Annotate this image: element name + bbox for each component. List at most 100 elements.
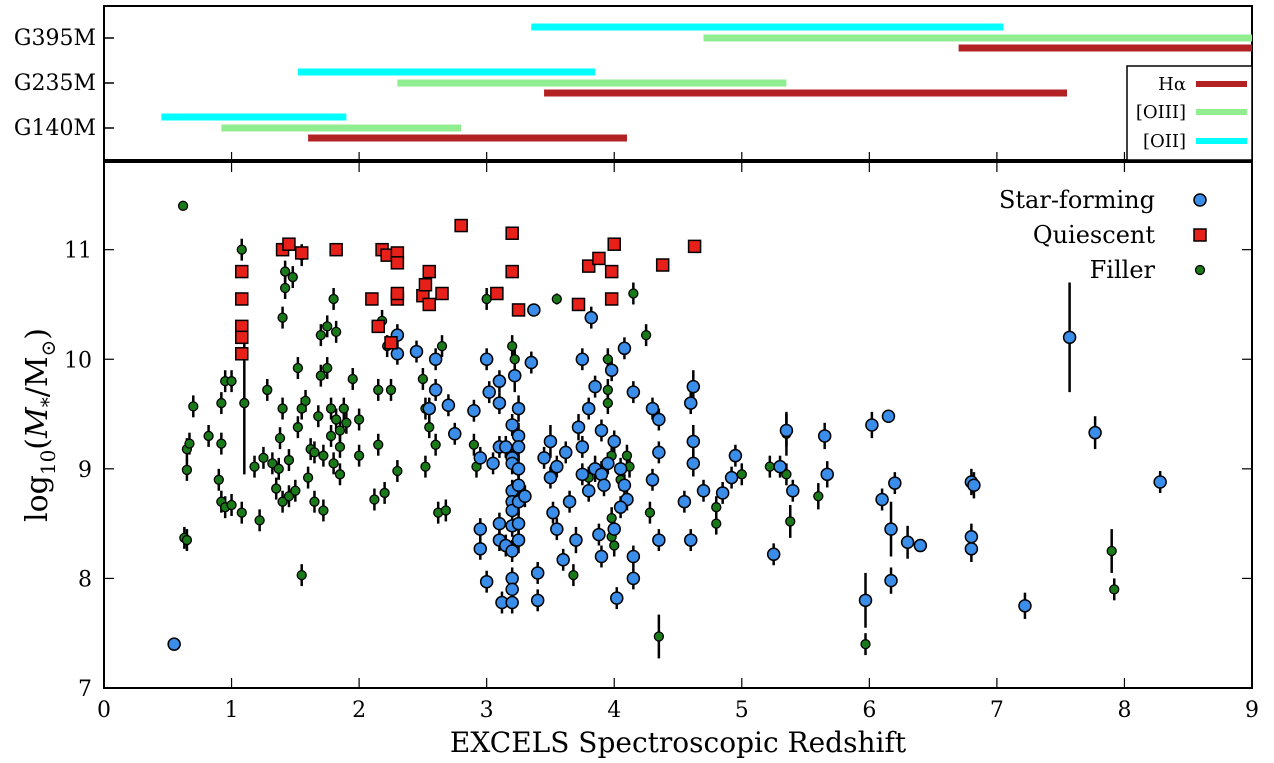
filler-point bbox=[602, 354, 613, 365]
x-tick-label: 6 bbox=[862, 698, 876, 723]
filler-point bbox=[290, 485, 301, 496]
star-forming-point bbox=[1018, 599, 1032, 613]
filler-point bbox=[277, 312, 288, 323]
filler-point bbox=[609, 540, 620, 551]
filler-point bbox=[764, 461, 775, 472]
quiescent-point bbox=[687, 239, 702, 254]
star-forming-point bbox=[505, 571, 519, 586]
filler-point bbox=[283, 491, 295, 502]
star-forming-point bbox=[409, 344, 424, 359]
quiescent-point bbox=[581, 259, 596, 273]
y-title-log: log bbox=[20, 475, 55, 522]
star-forming-point bbox=[626, 385, 641, 399]
filler-point bbox=[1106, 545, 1117, 557]
y-title-slash: /M bbox=[20, 356, 55, 397]
quiescent-point bbox=[422, 264, 437, 279]
quiescent-point bbox=[454, 218, 468, 233]
star-forming-point bbox=[448, 427, 462, 441]
quiescent-point bbox=[235, 264, 249, 279]
star-forming-point bbox=[626, 549, 641, 564]
quiescent-point bbox=[365, 292, 379, 306]
quiescent-point bbox=[655, 258, 670, 272]
star-forming-point bbox=[575, 352, 590, 366]
filler-point bbox=[711, 502, 722, 513]
legend-label-filler: Filler bbox=[1090, 256, 1156, 284]
star-forming-point bbox=[686, 379, 701, 394]
legend-marker-filler bbox=[1194, 264, 1206, 276]
grating-label-g395m: G395M bbox=[14, 26, 96, 51]
y-tick-label: 9 bbox=[78, 458, 92, 483]
filler-point bbox=[424, 422, 435, 433]
filler-point bbox=[369, 494, 380, 505]
star-forming-point bbox=[610, 591, 624, 605]
star-forming-point bbox=[543, 470, 558, 485]
star-forming-point bbox=[817, 429, 832, 443]
filler-point bbox=[628, 288, 639, 299]
filler-point bbox=[334, 425, 346, 436]
star-forming-point bbox=[686, 434, 701, 449]
filler-point bbox=[322, 362, 333, 374]
filler-point bbox=[258, 452, 269, 464]
filler-point bbox=[181, 534, 193, 546]
filler-point bbox=[216, 438, 227, 449]
grating-legend-label-oiii: [OIII] bbox=[1136, 102, 1186, 123]
star-forming-point bbox=[684, 396, 698, 410]
filler-point bbox=[226, 376, 237, 387]
filler-point bbox=[279, 266, 291, 277]
filler-point bbox=[309, 447, 320, 458]
star-forming-point bbox=[581, 401, 596, 416]
star-forming-point bbox=[467, 404, 481, 418]
legend-label-star-forming: Star-forming bbox=[999, 186, 1155, 214]
grating-label-g235m: G235M bbox=[14, 71, 96, 96]
filler-point bbox=[385, 384, 397, 396]
star-forming-point bbox=[575, 440, 590, 454]
star-forming-point bbox=[594, 423, 609, 438]
filler-point bbox=[184, 438, 195, 449]
star-forming-point bbox=[601, 456, 615, 471]
star-forming-point bbox=[652, 412, 666, 427]
filler-point bbox=[325, 403, 337, 414]
quiescent-point bbox=[435, 286, 449, 301]
star-forming-point bbox=[773, 459, 787, 474]
filler-point bbox=[292, 422, 304, 433]
star-forming-point bbox=[569, 533, 583, 547]
filler-point bbox=[353, 450, 365, 461]
filler-point bbox=[177, 200, 189, 211]
x-tick-label: 8 bbox=[1117, 698, 1131, 723]
x-axis: 0 1 2 3 4 5 6 7 8 9 bbox=[97, 162, 1259, 723]
star-forming-point bbox=[888, 476, 902, 490]
y-title-m: M bbox=[20, 406, 55, 439]
star-forming-point bbox=[652, 445, 666, 460]
filler-point bbox=[271, 483, 282, 494]
star-forming-point bbox=[884, 573, 898, 588]
filler-point bbox=[860, 639, 871, 650]
filler-point bbox=[279, 282, 291, 294]
y-axis: 7 8 9 10 11 bbox=[64, 239, 1252, 702]
star-forming-point bbox=[575, 467, 590, 482]
star-forming-point bbox=[875, 492, 889, 507]
star-forming-point bbox=[607, 522, 621, 536]
star-forming-point bbox=[511, 401, 526, 416]
filler-point bbox=[736, 469, 747, 480]
star-forming-point bbox=[530, 566, 545, 580]
quiescent-point bbox=[511, 303, 526, 317]
star-forming-point bbox=[724, 470, 739, 485]
star-forming-point bbox=[537, 451, 551, 465]
filler-point bbox=[551, 293, 562, 305]
stellar-mass-panel: 0 1 2 3 4 5 6 7 8 9 7 8 9 10 11 Star-forming Quiescent… bbox=[20, 161, 1259, 759]
filler-point bbox=[334, 441, 346, 453]
filler-point bbox=[341, 417, 352, 428]
y-title-sun: ⊙ bbox=[36, 340, 60, 357]
filler-point bbox=[481, 293, 492, 305]
filler-point bbox=[781, 469, 792, 480]
quiescent-point bbox=[282, 237, 296, 251]
filler-point bbox=[273, 463, 284, 474]
filler-point bbox=[249, 461, 260, 472]
quiescent-point bbox=[505, 226, 519, 240]
star-forming-point bbox=[479, 352, 494, 366]
filler-point bbox=[711, 518, 722, 529]
filler-point bbox=[653, 631, 665, 642]
filler-point bbox=[331, 414, 342, 425]
filler-point bbox=[813, 491, 824, 502]
filler-point bbox=[236, 244, 247, 255]
